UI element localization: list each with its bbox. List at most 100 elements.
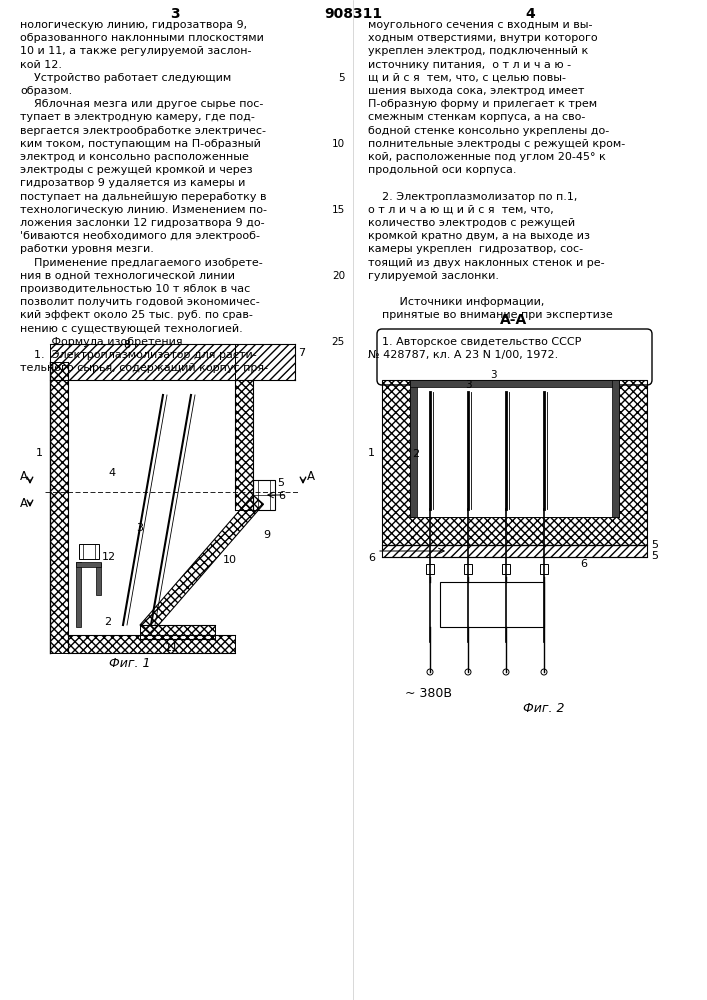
- Circle shape: [541, 669, 547, 675]
- Text: технологическую линию. Изменением по-: технологическую линию. Изменением по-: [20, 205, 267, 215]
- Text: Источники информации,: Источники информации,: [368, 297, 544, 307]
- Circle shape: [427, 669, 433, 675]
- Text: А-А: А-А: [501, 313, 527, 327]
- Text: 6: 6: [368, 553, 375, 563]
- Text: 5: 5: [651, 540, 658, 550]
- Text: 4: 4: [108, 468, 115, 478]
- Bar: [440, 582, 544, 627]
- Bar: [68, 635, 235, 653]
- Text: Формула изобретения: Формула изобретения: [20, 337, 182, 347]
- Text: гулируемой заслонки.: гулируемой заслонки.: [368, 271, 499, 281]
- Text: щ и й с я  тем, что, с целью повы-: щ и й с я тем, что, с целью повы-: [368, 73, 566, 83]
- Text: поступает на дальнейшую переработку в: поступает на дальнейшую переработку в: [20, 192, 267, 202]
- Text: вергается электрообработке электричес-: вергается электрообработке электричес-: [20, 126, 266, 136]
- Text: 1: 1: [368, 448, 375, 458]
- Text: кромкой кратно двум, а на выходе из: кромкой кратно двум, а на выходе из: [368, 231, 590, 241]
- Bar: [50, 362, 68, 653]
- Bar: [76, 562, 101, 567]
- Text: гидрозатвор 9 удаляется из камеры и: гидрозатвор 9 удаляется из камеры и: [20, 178, 245, 188]
- Text: 8: 8: [123, 340, 130, 350]
- Text: образованного наклонными плоскостями: образованного наклонными плоскостями: [20, 33, 264, 43]
- Text: 1.  Электроплазмолизатор для расти-: 1. Электроплазмолизатор для расти-: [20, 350, 257, 360]
- Text: Фиг. 1: Фиг. 1: [110, 657, 151, 670]
- Text: 5: 5: [339, 73, 345, 83]
- Text: 3: 3: [170, 7, 180, 21]
- Text: тоящий из двух наклонных стенок и ре-: тоящий из двух наклонных стенок и ре-: [368, 258, 604, 268]
- Bar: [50, 344, 235, 380]
- Text: А: А: [20, 470, 28, 483]
- Bar: [235, 380, 253, 510]
- Text: электрод и консольно расположенные: электрод и консольно расположенные: [20, 152, 249, 162]
- Text: укреплен электрод, подключенный к: укреплен электрод, подключенный к: [368, 46, 588, 56]
- Text: электроды с режущей кромкой и через: электроды с режущей кромкой и через: [20, 165, 252, 175]
- Text: Применение предлагаемого изобрете-: Применение предлагаемого изобрете-: [20, 258, 263, 268]
- Text: А: А: [307, 470, 315, 483]
- Text: работки уровня мезги.: работки уровня мезги.: [20, 244, 154, 254]
- Text: камеры укреплен  гидрозатвор, сос-: камеры укреплен гидрозатвор, сос-: [368, 244, 583, 254]
- Text: Устройство работает следующим: Устройство работает следующим: [20, 73, 231, 83]
- Text: ким током, поступающим на П-образный: ким током, поступающим на П-образный: [20, 139, 261, 149]
- Text: 2: 2: [104, 617, 111, 627]
- Text: 6: 6: [580, 559, 587, 569]
- Text: ложения заслонки 12 гидрозатвора 9 до-: ложения заслонки 12 гидрозатвора 9 до-: [20, 218, 264, 228]
- Text: бодной стенке консольно укреплены до-: бодной стенке консольно укреплены до-: [368, 126, 609, 136]
- Text: ходным отверстиями, внутри которого: ходным отверстиями, внутри которого: [368, 33, 597, 43]
- Text: кой, расположенные под углом 20-45° к: кой, расположенные под углом 20-45° к: [368, 152, 606, 162]
- Text: 15: 15: [332, 205, 345, 215]
- Text: позволит получить годовой экономичес-: позволит получить годовой экономичес-: [20, 297, 259, 307]
- Text: 1. Авторское свидетельство СССР: 1. Авторское свидетельство СССР: [368, 337, 581, 347]
- Text: Фиг. 2: Фиг. 2: [523, 702, 565, 715]
- Text: Яблочная мезга или другое сырье пос-: Яблочная мезга или другое сырье пос-: [20, 99, 264, 109]
- Text: № 428787, кл. А 23 N 1/00, 1972.: № 428787, кл. А 23 N 1/00, 1972.: [368, 350, 559, 360]
- Text: 'биваются необходимого для электрооб-: 'биваются необходимого для электрооб-: [20, 231, 260, 241]
- FancyBboxPatch shape: [377, 329, 652, 385]
- Bar: [96, 563, 101, 595]
- Text: моугольного сечения с входным и вы-: моугольного сечения с входным и вы-: [368, 20, 592, 30]
- Text: 25: 25: [332, 337, 345, 347]
- Text: образом.: образом.: [20, 86, 72, 96]
- Text: 20: 20: [332, 271, 345, 281]
- Text: источнику питания,  о т л и ч а ю -: источнику питания, о т л и ч а ю -: [368, 60, 571, 70]
- Text: 3: 3: [490, 370, 496, 380]
- Bar: [410, 380, 619, 387]
- Text: 3: 3: [465, 380, 472, 390]
- Text: 5: 5: [651, 551, 658, 561]
- Circle shape: [465, 669, 471, 675]
- Bar: [502, 564, 510, 574]
- Text: ния в одной технологической линии: ния в одной технологической линии: [20, 271, 235, 281]
- Bar: [382, 380, 647, 545]
- Text: о т л и ч а ю щ и й с я  тем, что,: о т л и ч а ю щ и й с я тем, что,: [368, 205, 554, 215]
- Text: 2. Электроплазмолизатор по п.1,: 2. Электроплазмолизатор по п.1,: [368, 192, 578, 202]
- Bar: [410, 380, 619, 517]
- Text: кий эффект около 25 тыс. руб. по срав-: кий эффект около 25 тыс. руб. по срав-: [20, 310, 253, 320]
- Bar: [140, 625, 215, 639]
- Text: тупает в электродную камеру, где под-: тупает в электродную камеру, где под-: [20, 112, 255, 122]
- Text: шения выхода сока, электрод имеет: шения выхода сока, электрод имеет: [368, 86, 585, 96]
- Text: производительностью 10 т яблок в час: производительностью 10 т яблок в час: [20, 284, 250, 294]
- Text: тельного сырья, содержащий корпус пря-: тельного сырья, содержащий корпус пря-: [20, 363, 268, 373]
- Bar: [235, 344, 295, 380]
- Text: 4: 4: [525, 7, 535, 21]
- Text: 908311: 908311: [324, 7, 382, 21]
- Text: нению с существующей технологией.: нению с существующей технологией.: [20, 324, 243, 334]
- Text: 12: 12: [102, 552, 116, 562]
- Text: полнительные электроды с режущей кром-: полнительные электроды с режущей кром-: [368, 139, 625, 149]
- Text: А: А: [20, 497, 28, 510]
- Text: нологическую линию, гидрозатвора 9,: нологическую линию, гидрозатвора 9,: [20, 20, 247, 30]
- Bar: [253, 480, 275, 510]
- Text: 10: 10: [223, 555, 237, 565]
- Text: 5: 5: [277, 478, 284, 488]
- Text: принятые во внимание при экспертизе: принятые во внимание при экспертизе: [368, 310, 613, 320]
- Text: 9: 9: [263, 530, 270, 540]
- Text: 11: 11: [165, 643, 179, 653]
- Bar: [382, 545, 647, 557]
- Text: 10: 10: [332, 139, 345, 149]
- Bar: [540, 564, 548, 574]
- Text: кой 12.: кой 12.: [20, 60, 62, 70]
- Bar: [426, 564, 434, 574]
- Text: П-образную форму и прилегает к трем: П-образную форму и прилегает к трем: [368, 99, 597, 109]
- Text: количество электродов с режущей: количество электродов с режущей: [368, 218, 575, 228]
- Text: 7: 7: [298, 348, 305, 358]
- Bar: [464, 564, 472, 574]
- Text: 10 и 11, а также регулируемой заслон-: 10 и 11, а также регулируемой заслон-: [20, 46, 252, 56]
